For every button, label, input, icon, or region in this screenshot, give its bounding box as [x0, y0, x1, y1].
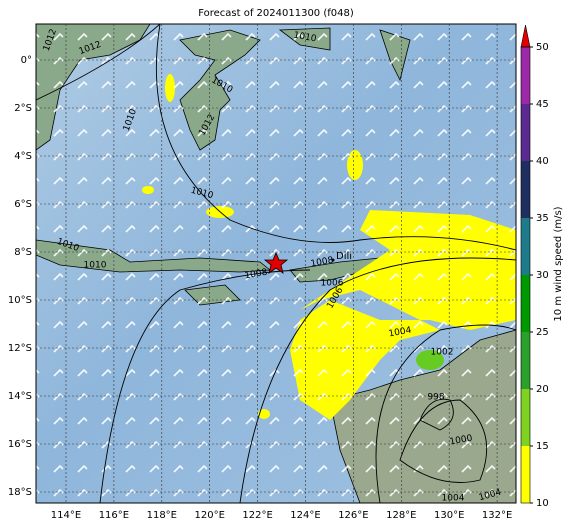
contour-label: 1008 — [244, 268, 269, 282]
colorbar-tick-label: 45 — [536, 99, 549, 110]
contour-label: 1000 — [449, 434, 474, 448]
lon-label: 118°E — [147, 510, 177, 521]
contour-label: 1010 — [293, 31, 318, 45]
lon-label: 126°E — [338, 510, 368, 521]
lon-label: 120°E — [194, 510, 224, 521]
colorbar-tick-label: 35 — [536, 213, 549, 224]
colorbar-segment — [521, 47, 530, 104]
map-frame — [35, 23, 517, 504]
lat-label: 0° — [21, 55, 32, 66]
lon-label: 124°E — [290, 510, 320, 521]
contour-label: 1004 — [442, 494, 465, 504]
lon-label: 128°E — [386, 510, 416, 521]
marker-star — [263, 251, 289, 274]
city-dot — [331, 258, 335, 262]
lon-label: 116°E — [99, 510, 129, 521]
lat-label: 8°S — [14, 247, 32, 258]
contour-label: 1002 — [431, 348, 454, 358]
colorbar-tick-label: 10 — [536, 498, 549, 509]
lat-label: 4°S — [14, 151, 32, 162]
lat-label: 10°S — [8, 295, 32, 306]
colorbar-tick-label: 25 — [536, 327, 549, 338]
lat-label: 12°S — [8, 343, 32, 354]
lat-label: 2°S — [14, 103, 32, 114]
contour-label: 1010 — [84, 261, 107, 271]
colorbar-extend — [520, 24, 531, 48]
colorbar-tick-label: 40 — [536, 156, 549, 167]
colorbar-segment — [521, 104, 530, 161]
colorbar-label: 10 m wind speed (m/s) — [553, 206, 564, 321]
lon-label: 114°E — [51, 510, 81, 521]
city-label: Dili — [336, 251, 352, 262]
map — [36, 24, 516, 503]
title: Forecast of 2024011300 (f048) — [198, 8, 354, 19]
lat-label: 18°S — [8, 487, 32, 498]
lat-label: 16°S — [8, 439, 32, 450]
colorbar-tick-label: 20 — [536, 384, 549, 395]
colorbar-segment — [521, 389, 530, 446]
lat-label: 6°S — [14, 199, 32, 210]
colorbar-segment — [521, 275, 530, 332]
contour-label: 998 — [427, 393, 444, 403]
colorbar-tick-label: 50 — [536, 42, 549, 53]
lon-label: 132°E — [482, 510, 512, 521]
colorbar-tick-label: 30 — [536, 270, 549, 281]
lon-label: 130°E — [434, 510, 464, 521]
colorbar-tick-label: 15 — [536, 441, 549, 452]
contour-label: 1006 — [321, 279, 344, 289]
contour-label: 1004 — [388, 326, 413, 340]
contour-label: 1008 — [310, 256, 335, 270]
colorbar-segment — [521, 161, 530, 218]
colorbar-segment — [521, 218, 530, 275]
lon-label: 122°E — [242, 510, 272, 521]
lat-label: 14°S — [8, 391, 32, 402]
colorbar-segment — [521, 446, 530, 503]
colorbar-segment — [521, 332, 530, 389]
